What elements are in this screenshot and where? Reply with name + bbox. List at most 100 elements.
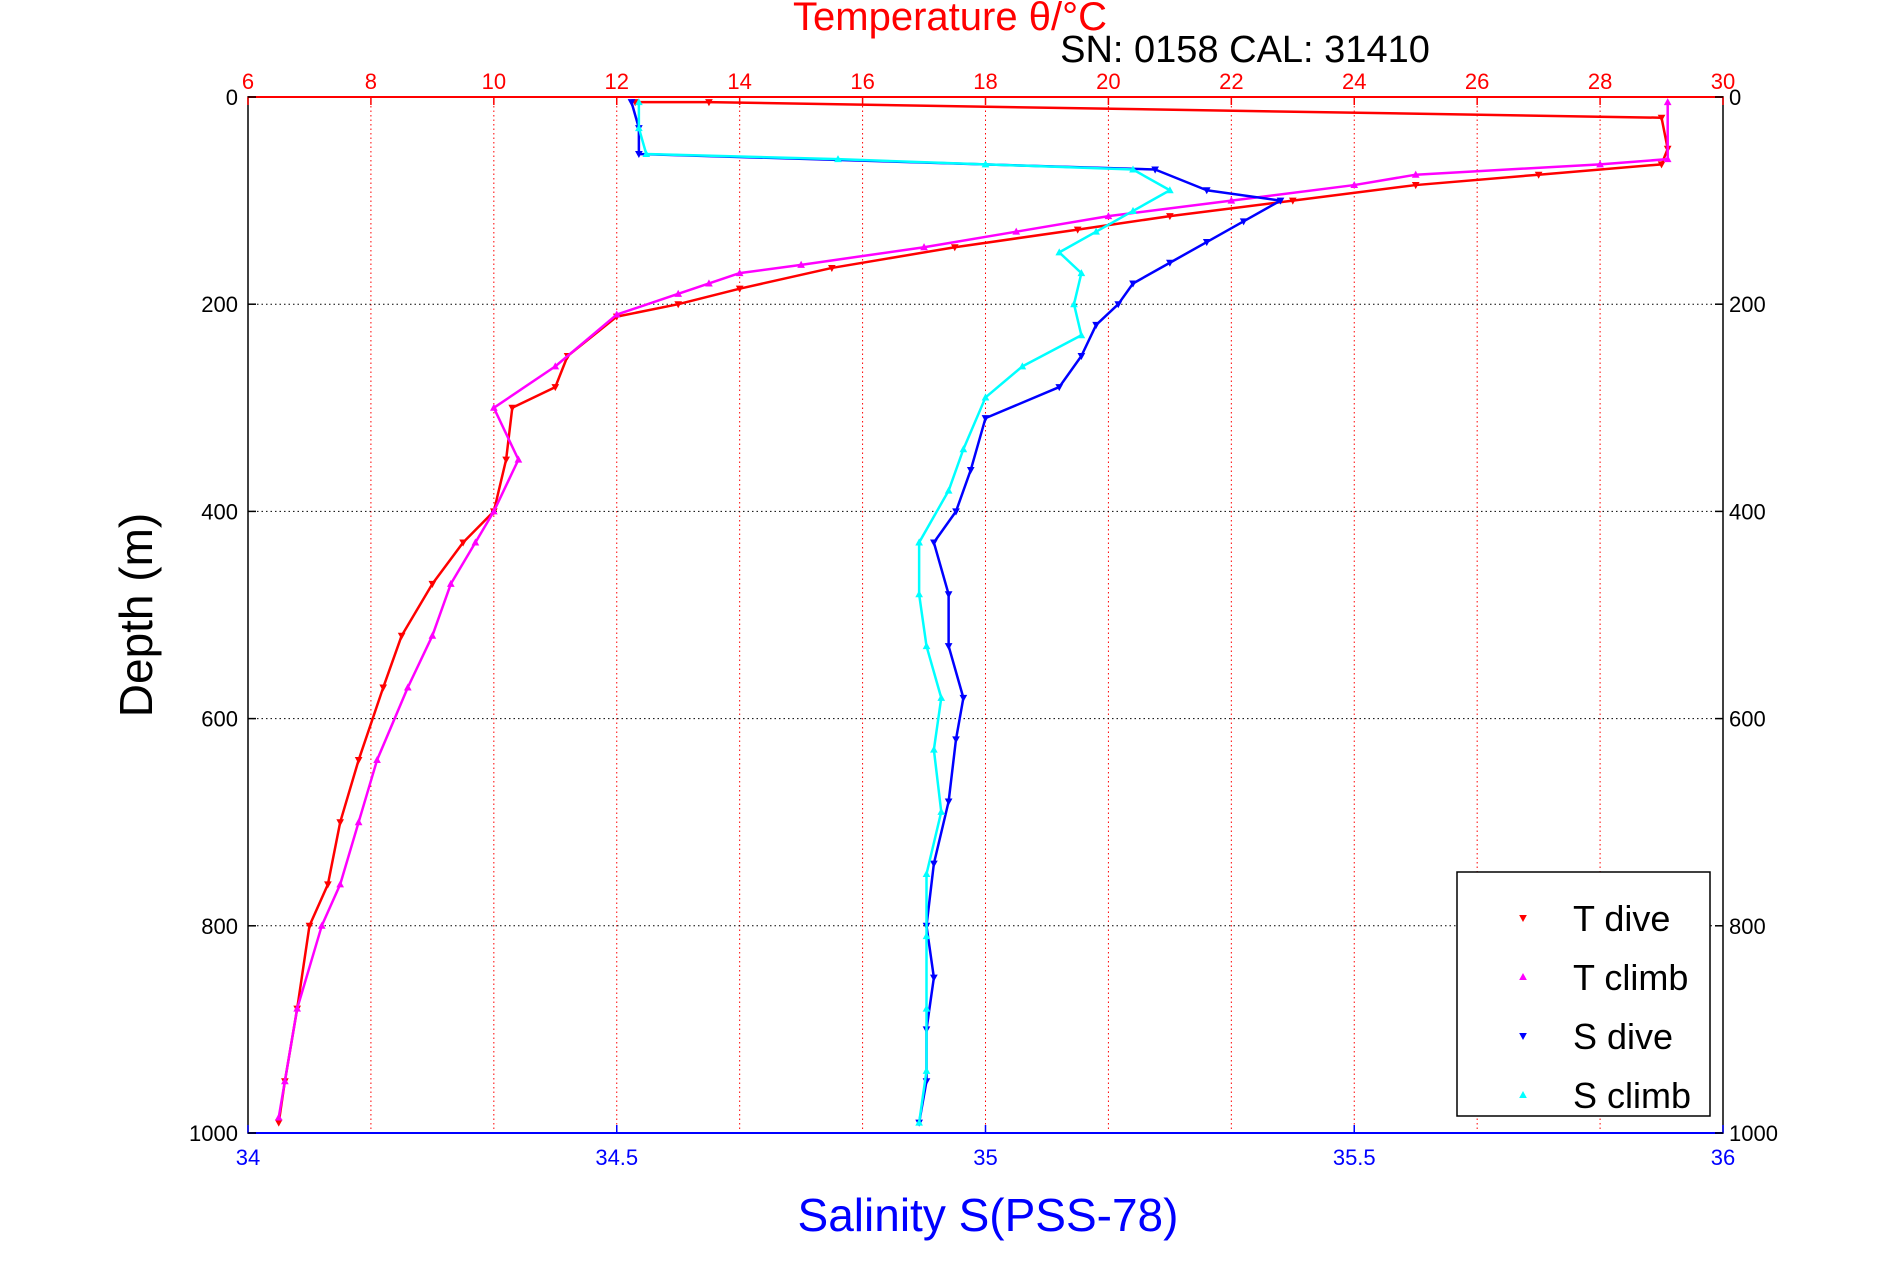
grid-lines: [248, 97, 1723, 1133]
data-point: [981, 415, 990, 423]
tick-label-depth-left: 600: [201, 707, 238, 732]
data-point: [1151, 166, 1159, 174]
data-point: [1288, 197, 1297, 205]
data-point: [920, 243, 928, 251]
data-point: [834, 155, 842, 163]
legend-marker: [1519, 1033, 1527, 1041]
data-point: [1055, 248, 1064, 256]
data-point: [1166, 213, 1174, 221]
data-point: [1663, 155, 1672, 163]
tick-label-salinity: 34: [236, 1145, 260, 1170]
data-point: [293, 1004, 302, 1012]
tick-label-temperature: 26: [1465, 69, 1489, 94]
tick-label-depth-right: 800: [1729, 914, 1766, 939]
data-point: [930, 539, 938, 547]
data-point: [379, 684, 388, 692]
data-point: [1012, 227, 1021, 235]
data-point: [489, 507, 498, 515]
series-s-climb: [635, 98, 1174, 1126]
data-point: [354, 818, 363, 826]
data-point: [937, 807, 946, 815]
series-t-climb: [274, 98, 1672, 1121]
data-point: [336, 819, 345, 827]
data-point: [324, 881, 332, 889]
data-point: [1202, 239, 1211, 247]
data-point: [514, 455, 523, 463]
legend-marker: [1519, 1090, 1527, 1098]
data-point: [705, 279, 713, 287]
data-point: [274, 1113, 283, 1121]
data-point: [354, 757, 363, 765]
data-point: [922, 1066, 931, 1074]
legend-label: S dive: [1573, 1016, 1673, 1057]
data-point: [1534, 171, 1543, 179]
data-point: [1129, 165, 1137, 173]
data-point: [828, 264, 836, 272]
data-point: [674, 301, 683, 309]
data-point: [1276, 197, 1285, 205]
data-point: [915, 538, 923, 546]
data-point: [1411, 170, 1420, 178]
data-point: [1166, 259, 1174, 267]
data-point: [305, 922, 314, 930]
data-point: [612, 310, 621, 318]
data-point: [1055, 384, 1064, 392]
data-point: [635, 150, 643, 159]
data-point: [635, 124, 643, 132]
data-point: [1227, 196, 1236, 204]
tick-label-salinity: 35: [973, 1145, 997, 1170]
data-point: [944, 486, 953, 494]
data-point: [627, 99, 636, 107]
data-point: [674, 289, 683, 297]
data-point: [1114, 301, 1123, 309]
data-point: [1129, 280, 1137, 288]
data-point: [959, 694, 968, 702]
tick-label-depth-left: 800: [201, 914, 238, 939]
data-point: [281, 1077, 289, 1085]
tick-label-depth-right: 200: [1729, 292, 1766, 317]
tick-label-temperature: 6: [242, 69, 254, 94]
data-point: [1077, 269, 1086, 277]
tick-label-salinity: 36: [1711, 1145, 1735, 1170]
data-point: [642, 149, 651, 157]
y-axis-label: Depth (m): [110, 513, 162, 717]
data-point: [735, 285, 744, 293]
legend-label: S climb: [1573, 1075, 1691, 1116]
tick-label-temperature: 28: [1588, 69, 1612, 94]
data-point: [1077, 331, 1086, 339]
tick-label-temperature: 14: [727, 69, 751, 94]
data-point: [735, 269, 744, 277]
data-point: [446, 579, 455, 587]
data-point: [922, 869, 931, 877]
data-point: [274, 1119, 283, 1127]
data-point: [1657, 161, 1666, 169]
data-point: [922, 642, 931, 650]
data-point: [373, 755, 381, 764]
data-point: [952, 736, 960, 744]
legend-box: [1456, 871, 1711, 1117]
tick-label-depth-left: 400: [201, 499, 238, 524]
tick-label-temperature: 22: [1219, 69, 1243, 94]
data-point: [930, 974, 938, 982]
data-point: [981, 393, 990, 401]
data-point: [1073, 226, 1082, 234]
data-point: [459, 539, 467, 547]
data-point: [635, 98, 643, 106]
data-point: [915, 590, 923, 598]
tick-label-depth-right: 0: [1729, 85, 1741, 110]
data-point: [471, 538, 480, 546]
data-point: [944, 591, 953, 599]
data-point: [1092, 321, 1100, 329]
data-point: [551, 362, 560, 370]
legend: T dive T climb S dive S climb: [1456, 871, 1711, 1117]
tick-label-salinity: 34.5: [595, 1145, 638, 1170]
chart-title: Temperature θ/°C: [793, 0, 1107, 39]
data-point: [966, 466, 975, 475]
x-axis-label-salinity: Salinity S(PSS-78): [798, 1189, 1179, 1241]
series-line: [630, 101, 1282, 1123]
data-point: [922, 1004, 931, 1012]
data-point: [959, 445, 968, 453]
data-point: [1070, 300, 1078, 308]
data-point: [952, 508, 960, 516]
